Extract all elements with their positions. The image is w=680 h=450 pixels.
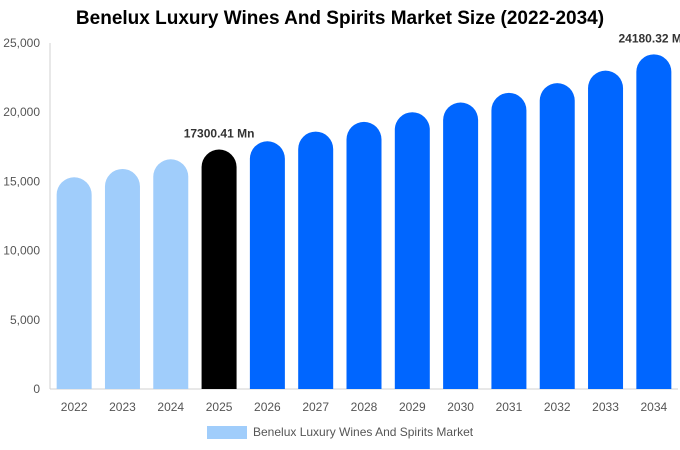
legend-swatch xyxy=(207,425,247,439)
bar-2029 xyxy=(394,112,430,389)
y-tick-label: 10,000 xyxy=(3,244,40,258)
y-tick-label: 5,000 xyxy=(10,313,40,327)
x-tick-label: 2027 xyxy=(302,400,329,414)
bar-2031 xyxy=(491,92,527,390)
x-tick-label: 2029 xyxy=(399,400,426,414)
x-tick-label: 2032 xyxy=(544,400,571,414)
y-tick-label: 25,000 xyxy=(3,36,40,50)
y-tick-label: 15,000 xyxy=(3,174,40,188)
x-tick-label: 2024 xyxy=(157,400,184,414)
bar-2033 xyxy=(588,70,624,390)
bar-2032 xyxy=(539,83,575,390)
legend-label: Benelux Luxury Wines And Spirits Market xyxy=(253,425,474,439)
data-label: 24180.32 Mn xyxy=(618,31,680,45)
bar-2026 xyxy=(249,141,285,389)
x-tick-label: 2028 xyxy=(351,400,378,414)
x-tick-label: 2031 xyxy=(496,400,523,414)
x-tick-label: 2030 xyxy=(447,400,474,414)
y-tick-label: 20,000 xyxy=(3,105,40,119)
bar-2028 xyxy=(346,121,382,389)
x-tick-label: 2025 xyxy=(206,400,233,414)
bar-2024 xyxy=(153,159,189,389)
x-tick-label: 2034 xyxy=(640,400,667,414)
bar-2027 xyxy=(298,131,334,390)
bar-2022 xyxy=(56,177,92,389)
x-tick-label: 2026 xyxy=(254,400,281,414)
x-tick-label: 2023 xyxy=(109,400,136,414)
legend: Benelux Luxury Wines And Spirits Market xyxy=(207,425,473,439)
bar-2023 xyxy=(104,168,140,389)
x-tick-label: 2033 xyxy=(592,400,619,414)
chart-title: Benelux Luxury Wines And Spirits Market … xyxy=(75,8,605,29)
data-label: 17300.41 Mn xyxy=(184,127,255,141)
x-tick-label: 2022 xyxy=(61,400,88,414)
bar-2034 xyxy=(636,54,672,390)
bar-2030 xyxy=(443,102,479,390)
bar-2025 xyxy=(201,149,237,389)
y-tick-label: 0 xyxy=(33,382,40,396)
